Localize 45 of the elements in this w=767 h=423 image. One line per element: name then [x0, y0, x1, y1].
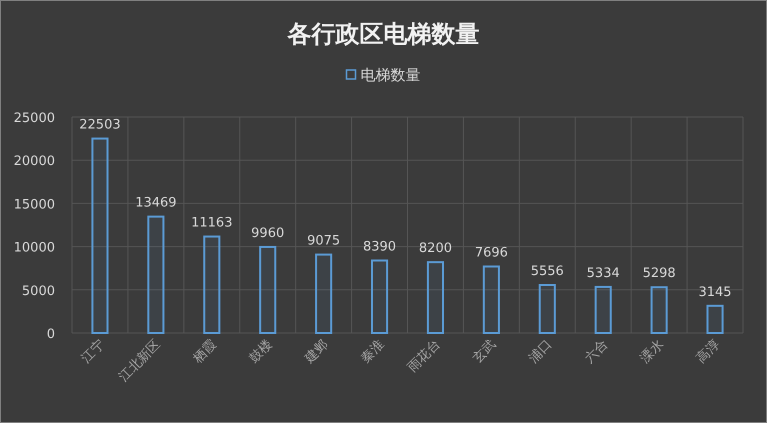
bar — [594, 286, 612, 334]
title: 各行政区电梯数量 — [288, 20, 480, 48]
bar — [259, 246, 276, 334]
data-label: 3145 — [698, 284, 732, 300]
data-label: 11163 — [191, 216, 232, 231]
data-label: 5334 — [586, 266, 620, 281]
data-label: 13469 — [135, 196, 177, 211]
data-label: 9960 — [251, 226, 284, 241]
bar — [426, 261, 444, 334]
bar — [482, 266, 500, 334]
x-tick-label: 鼓楼 — [246, 337, 276, 366]
bar — [370, 260, 388, 334]
legend-label: 电梯数量 — [360, 66, 420, 84]
y-tick-label: 25000 — [14, 111, 55, 126]
x-tick-label: 江北新区 — [116, 337, 164, 385]
x-tick-label: 建邺 — [302, 337, 332, 367]
bar — [650, 286, 668, 334]
data-label: 9075 — [307, 234, 340, 249]
x-tick-label: 高淳 — [693, 336, 723, 366]
bar — [706, 304, 724, 334]
y-tick-label: 0 — [46, 327, 55, 342]
x-tick-label: 六合 — [582, 337, 612, 366]
y-tick-label: 5000 — [22, 284, 55, 299]
y-tick-label: 15000 — [14, 197, 55, 212]
data-label: 7696 — [474, 246, 508, 261]
data-label: 5298 — [642, 266, 676, 282]
y-tick-label: 10000 — [14, 240, 55, 256]
x-tick-label: 栖霞 — [190, 337, 220, 367]
x-tick-label: 江宁 — [78, 336, 108, 366]
x-tick-label: 秦淮 — [358, 337, 388, 366]
legend: 电梯数量 — [346, 66, 420, 84]
bar — [315, 254, 332, 334]
bar — [203, 236, 220, 334]
bar — [538, 284, 556, 334]
y-tick-label: 20000 — [14, 154, 55, 170]
data-label: 5556 — [530, 264, 564, 279]
data-label: 22503 — [79, 118, 121, 133]
data-label: 8390 — [362, 240, 396, 255]
data-label: 8200 — [418, 241, 452, 256]
x-tick-label: 溧水 — [638, 337, 667, 366]
bar — [91, 138, 109, 334]
bar — [147, 216, 164, 334]
x-tick-label: 玄武 — [470, 336, 500, 366]
x-tick-label: 雨花台 — [405, 337, 444, 376]
x-tick-label: 浦口 — [526, 337, 556, 366]
